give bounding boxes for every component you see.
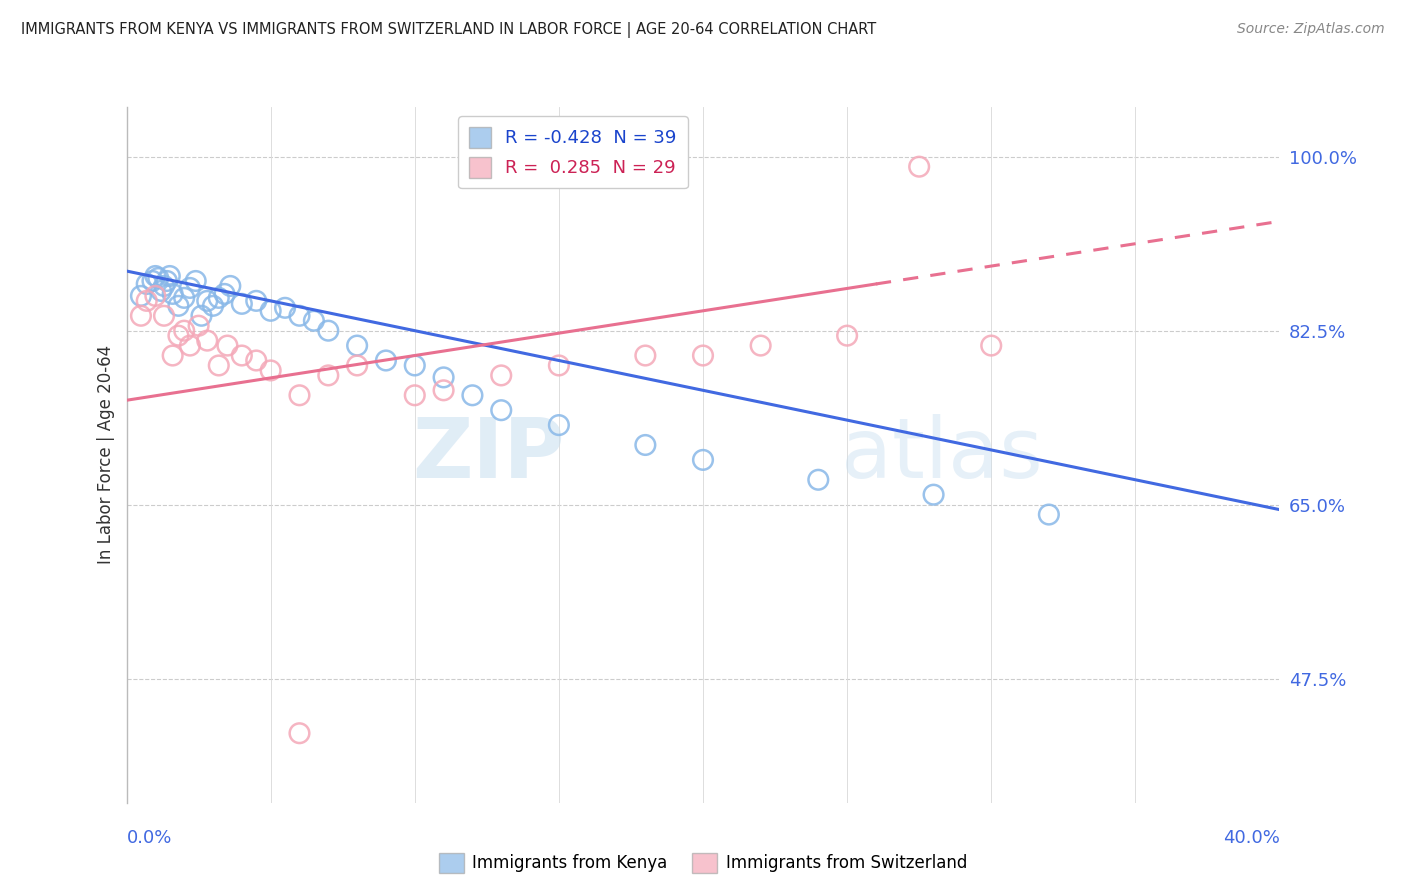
Point xyxy=(374,353,398,368)
Point xyxy=(980,338,1002,352)
Point xyxy=(159,268,181,283)
Point xyxy=(1038,508,1060,522)
Point xyxy=(259,303,281,318)
Point xyxy=(288,309,311,323)
Point xyxy=(489,403,512,417)
Point xyxy=(187,318,209,333)
Point xyxy=(489,368,512,383)
Point xyxy=(835,328,858,343)
Point xyxy=(153,309,176,323)
Point xyxy=(219,279,242,293)
Point xyxy=(634,349,657,363)
Point xyxy=(288,726,311,740)
Point xyxy=(433,384,456,398)
Point xyxy=(153,279,176,293)
Point xyxy=(302,314,325,328)
Point xyxy=(922,488,945,502)
Point xyxy=(288,388,311,402)
Point xyxy=(318,324,340,338)
Point xyxy=(346,338,368,352)
Text: 0.0%: 0.0% xyxy=(127,829,172,847)
Point xyxy=(145,289,166,303)
Point xyxy=(461,388,484,402)
Text: Source: ZipAtlas.com: Source: ZipAtlas.com xyxy=(1237,22,1385,37)
Point xyxy=(259,363,281,377)
Point xyxy=(179,281,201,295)
Point xyxy=(433,370,456,384)
Point xyxy=(749,338,772,352)
Point xyxy=(162,349,184,363)
Text: IMMIGRANTS FROM KENYA VS IMMIGRANTS FROM SWITZERLAND IN LABOR FORCE | AGE 20-64 : IMMIGRANTS FROM KENYA VS IMMIGRANTS FROM… xyxy=(21,22,876,38)
Point xyxy=(231,297,253,311)
Point xyxy=(190,309,212,323)
Point xyxy=(135,293,157,308)
Point xyxy=(346,359,368,373)
Point xyxy=(148,271,170,285)
Point xyxy=(195,334,218,348)
Point xyxy=(162,286,184,301)
Point xyxy=(548,418,571,433)
Point xyxy=(807,473,830,487)
Point xyxy=(634,438,657,452)
Legend: Immigrants from Kenya, Immigrants from Switzerland: Immigrants from Kenya, Immigrants from S… xyxy=(432,847,974,880)
Point xyxy=(184,274,207,288)
Point xyxy=(245,353,267,368)
Y-axis label: In Labor Force | Age 20-64: In Labor Force | Age 20-64 xyxy=(97,345,115,565)
Text: ZIP: ZIP xyxy=(412,415,565,495)
Point xyxy=(692,453,714,467)
Point xyxy=(548,359,571,373)
Point xyxy=(231,349,253,363)
Point xyxy=(208,291,231,305)
Legend: R = -0.428  N = 39, R =  0.285  N = 29: R = -0.428 N = 39, R = 0.285 N = 29 xyxy=(458,116,688,188)
Point xyxy=(692,349,714,363)
Point xyxy=(145,268,166,283)
Point xyxy=(202,299,225,313)
Point xyxy=(404,388,426,402)
Point xyxy=(274,301,297,315)
Point xyxy=(167,299,190,313)
Point xyxy=(129,289,152,303)
Text: atlas: atlas xyxy=(841,415,1043,495)
Point xyxy=(908,160,931,174)
Point xyxy=(156,274,179,288)
Point xyxy=(318,368,340,383)
Point xyxy=(167,328,190,343)
Point xyxy=(195,293,218,308)
Text: 40.0%: 40.0% xyxy=(1223,829,1279,847)
Point xyxy=(173,291,195,305)
Point xyxy=(208,359,231,373)
Point xyxy=(404,359,426,373)
Point xyxy=(214,286,236,301)
Point xyxy=(129,309,152,323)
Point xyxy=(173,324,195,338)
Point xyxy=(245,293,267,308)
Point xyxy=(135,277,157,291)
Point xyxy=(141,274,163,288)
Point xyxy=(179,338,201,352)
Point xyxy=(217,338,239,352)
Point xyxy=(150,284,173,298)
